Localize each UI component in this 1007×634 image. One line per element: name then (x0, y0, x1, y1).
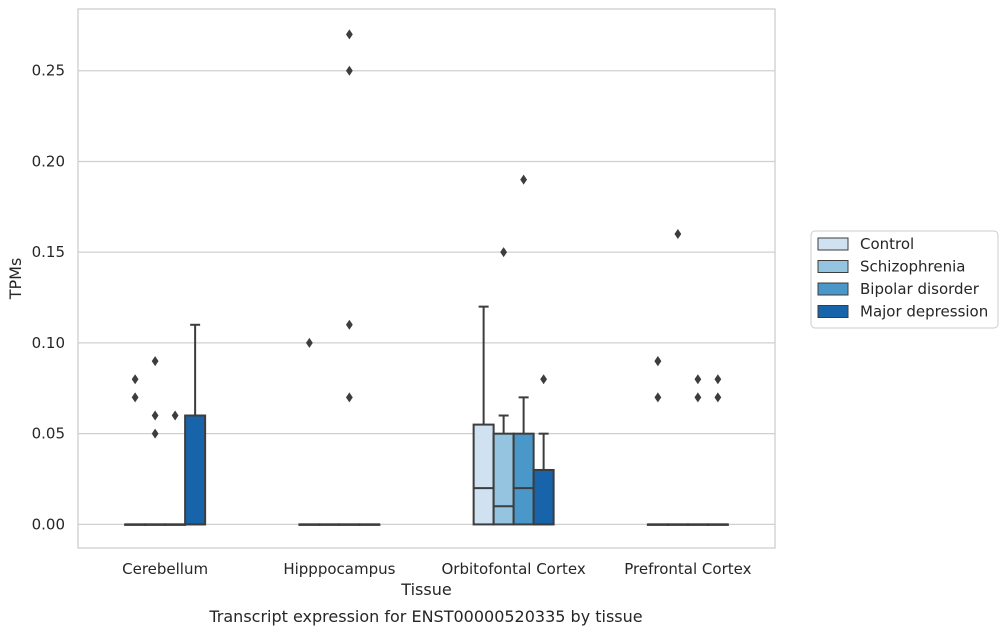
box-3-3 (706, 374, 729, 526)
box-2-1 (338, 29, 361, 526)
outlier-point (500, 247, 508, 258)
box-3-1 (358, 523, 381, 526)
box-body (184, 414, 207, 526)
outlier-point (305, 337, 313, 348)
legend-swatch (817, 282, 849, 296)
y-tick-labels: 0.00 0.05 0.10 0.15 0.20 0.25 (32, 62, 65, 534)
legend: Control Schizophrenia Bipolar disorder Majo… (810, 230, 999, 329)
x-tick-label: Cerebellum (122, 560, 208, 578)
box-body (512, 432, 535, 526)
legend-swatch (817, 260, 849, 273)
legend-label: Control (860, 235, 914, 253)
legend-frame (810, 230, 999, 329)
legend-label: Schizophrenia (860, 258, 965, 276)
outlier-point (345, 392, 353, 403)
outlier-point (151, 428, 159, 439)
outlier-point (151, 410, 159, 421)
chart-caption: Transcript expression for ENST0000052033… (208, 607, 642, 626)
box-3-2 (532, 374, 555, 526)
outlier-point (654, 392, 662, 403)
y-tick-label: 0.00 (32, 515, 65, 533)
box-2-0 (164, 410, 187, 526)
outlier-point (520, 174, 528, 185)
box-3-0 (184, 323, 207, 526)
x-axis-label: Tissue (400, 580, 451, 599)
legend-label: Bipolar disorder (860, 280, 980, 298)
plot-frame (77, 8, 776, 549)
outlier-point (714, 374, 722, 385)
box-1-3 (666, 229, 689, 526)
x-tick-labels: Cerebellum Hipppocampus Orbitofontal Corte… (122, 560, 751, 578)
outlier-point (345, 319, 353, 330)
box-0-1 (298, 337, 321, 526)
outlier-point (131, 374, 139, 385)
outlier-point (674, 229, 682, 240)
box-1-1 (318, 523, 341, 526)
outlier-point (714, 392, 722, 403)
box-0-3 (646, 356, 669, 526)
box-1-2 (492, 247, 515, 526)
y-tick-label: 0.15 (32, 243, 65, 261)
outlier-point (694, 374, 702, 385)
legend-swatch (817, 237, 849, 251)
y-tick-label: 0.10 (32, 334, 65, 352)
box-2-3 (686, 374, 709, 526)
box-2-2 (512, 174, 535, 526)
outlier-point (694, 392, 702, 403)
box-body (472, 423, 495, 526)
legend-swatch (817, 305, 849, 318)
box-body (532, 468, 555, 526)
y-tick-label: 0.05 (32, 425, 65, 443)
y-axis-label: TPMs (6, 258, 25, 301)
outlier-point (345, 65, 353, 76)
outlier-point (345, 29, 353, 40)
box-0-0 (124, 374, 147, 526)
x-tick-label: Orbitofontal Cortex (442, 560, 586, 578)
x-tick-label: Hipppocampus (283, 560, 395, 578)
box-1-0 (144, 356, 167, 526)
outlier-point (171, 410, 179, 421)
outlier-point (540, 374, 548, 385)
legend-label: Major depression (860, 303, 988, 321)
outlier-point (151, 356, 159, 367)
outlier-point (654, 356, 662, 367)
box-0-2 (472, 305, 495, 526)
box-body (492, 432, 515, 526)
y-tick-label: 0.20 (32, 152, 65, 170)
x-tick-label: Prefrontal Cortex (624, 560, 751, 578)
boxes (124, 29, 729, 526)
y-tick-label: 0.25 (32, 62, 65, 80)
outlier-point (131, 392, 139, 403)
gridlines (78, 70, 775, 526)
